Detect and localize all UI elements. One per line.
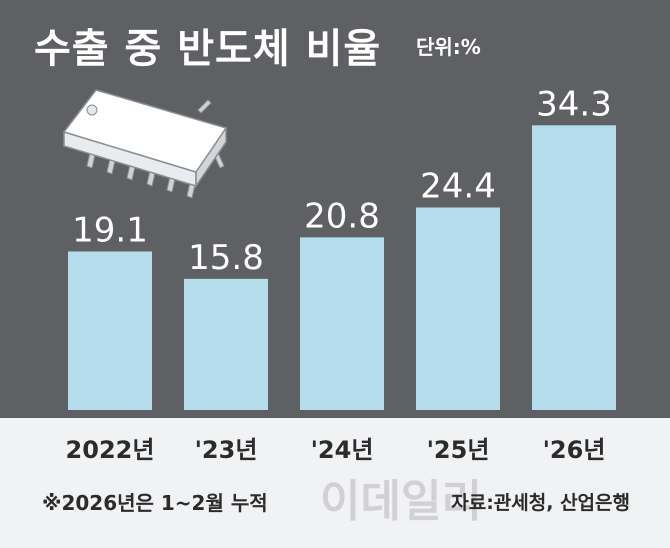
value-label-5: 34.3	[536, 84, 612, 124]
x-tick-label-3: '24년	[311, 436, 374, 464]
x-tick-label-4: '25년	[427, 436, 490, 464]
value-label-4: 24.4	[420, 166, 496, 206]
x-tick-label-1: 2022년	[66, 436, 155, 464]
value-label-3: 20.8	[304, 196, 380, 236]
x-tick-label-5: '26년	[543, 436, 606, 464]
bar-1	[68, 251, 152, 410]
bar-5	[532, 125, 616, 410]
bar-3	[300, 237, 384, 410]
value-label-1: 19.1	[72, 210, 148, 250]
bar-4	[416, 207, 500, 410]
footnote: ※2026년은 1~2월 누적	[42, 491, 268, 515]
microchip-icon	[62, 89, 228, 199]
source-note: 자료:관세청, 산업은행	[451, 492, 630, 514]
footer-background	[0, 418, 670, 548]
watermark: 이데일리	[320, 476, 482, 527]
unit-label: 단위:%	[416, 35, 481, 59]
chart-title: 수출 중 반도체 비율	[34, 26, 382, 72]
bar-2	[184, 278, 268, 410]
value-label-2: 15.8	[188, 238, 264, 278]
x-tick-label-2: '23년	[195, 436, 258, 464]
